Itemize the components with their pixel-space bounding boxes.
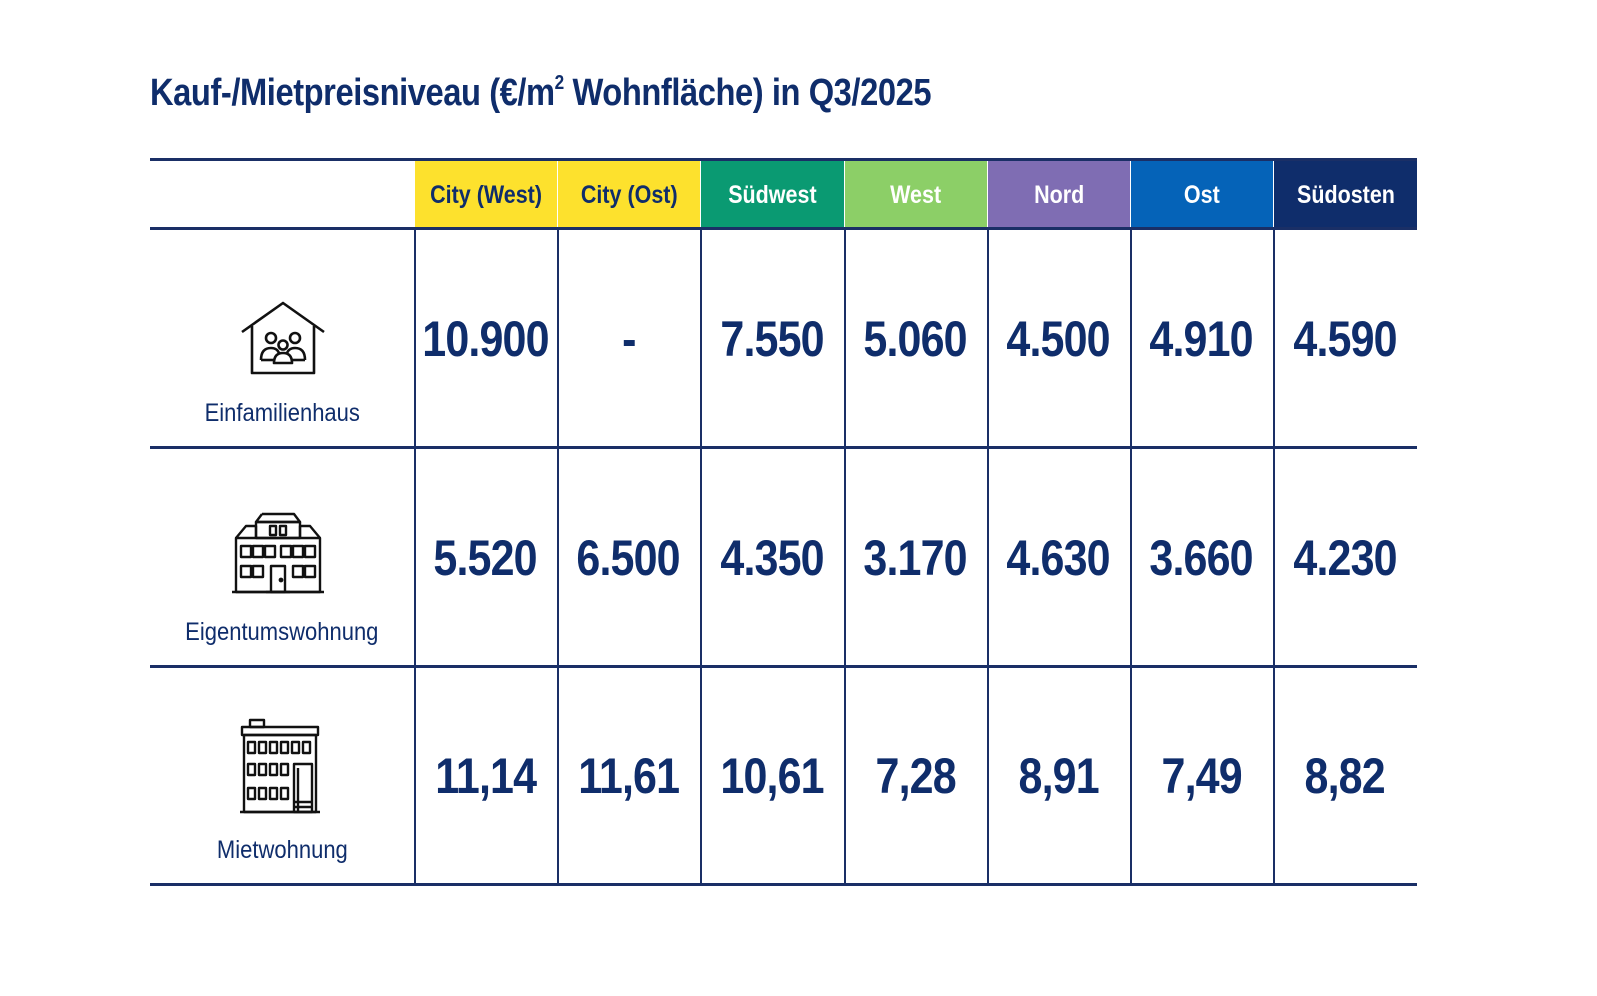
row-label: Eigentumswohnung xyxy=(150,618,414,647)
value-text: - xyxy=(621,311,636,367)
value-text: 3.660 xyxy=(1149,529,1254,586)
table-rule xyxy=(150,227,1417,230)
value-text: 4.500 xyxy=(1006,311,1111,367)
title-superscript: 2 xyxy=(554,72,565,95)
column-header-label: City (Ost) xyxy=(580,180,678,209)
value-cell: 11,61 xyxy=(557,668,700,884)
value-cell: - xyxy=(557,231,700,447)
value-cell: 3.660 xyxy=(1130,449,1273,666)
value-cell: 6.500 xyxy=(557,449,700,666)
column-divider xyxy=(700,229,702,884)
value-cell: 5.520 xyxy=(414,449,557,666)
column-header-7: Südosten xyxy=(1274,161,1417,229)
column-header-label: City (West) xyxy=(430,180,542,209)
value-cell: 10.900 xyxy=(414,231,557,447)
value-text: 4.350 xyxy=(720,529,824,586)
value-text: 4.230 xyxy=(1293,529,1397,586)
column-header-1: City (West) xyxy=(415,161,557,229)
value-cell: 10,61 xyxy=(700,668,844,884)
value-text: 10.900 xyxy=(422,311,549,367)
title-suffix: Wohnfläche) in Q3/2025 xyxy=(563,72,932,114)
value-text: 11,61 xyxy=(578,748,680,804)
column-divider xyxy=(987,229,989,884)
value-text: 7,49 xyxy=(1161,748,1242,804)
column-header-label: Ost xyxy=(1184,180,1220,209)
row-label-text: Einfamilienhaus xyxy=(204,399,360,427)
value-text: 4.590 xyxy=(1293,311,1397,367)
row-label: Mietwohnung xyxy=(150,836,414,865)
column-divider xyxy=(557,229,559,884)
price-table: City (West) City (Ost) Südwest West Nord Ost S… xyxy=(150,158,1417,886)
column-divider xyxy=(414,229,416,884)
value-cell: 4.630 xyxy=(987,449,1130,666)
title-prefix: Kauf-/Mietpreisniveau (€/m xyxy=(150,72,555,114)
table-rule xyxy=(150,883,1417,886)
value-cell: 7,49 xyxy=(1130,668,1273,884)
value-text: 8,82 xyxy=(1304,748,1386,804)
apartment-building-icon xyxy=(232,508,324,601)
column-divider xyxy=(1273,229,1275,884)
value-cell: 7,28 xyxy=(844,668,987,884)
column-header-6: Ost xyxy=(1131,161,1273,229)
row-label-text: Eigentumswohnung xyxy=(185,618,379,646)
value-text: 4.910 xyxy=(1149,311,1254,367)
value-text: 4.630 xyxy=(1006,529,1111,586)
table-rule xyxy=(150,158,1417,161)
column-divider xyxy=(844,229,846,884)
value-cell: 8,91 xyxy=(987,668,1130,884)
value-text: 7.550 xyxy=(720,311,824,367)
value-cell: 8,82 xyxy=(1273,668,1417,884)
column-header-5: Nord xyxy=(988,161,1130,229)
value-text: 3.170 xyxy=(863,529,968,586)
value-cell: 4.230 xyxy=(1273,449,1417,666)
value-cell: 11,14 xyxy=(414,668,557,884)
table-rule xyxy=(150,446,1417,449)
value-text: 6.500 xyxy=(576,529,681,586)
value-text: 5.060 xyxy=(863,311,968,367)
column-header-label: West xyxy=(890,180,942,209)
column-header-label: Nord xyxy=(1033,180,1085,209)
column-header-4: West xyxy=(845,161,987,229)
rental-building-icon xyxy=(238,718,322,821)
table-rule xyxy=(150,665,1417,668)
row-label: Einfamilienhaus xyxy=(150,399,414,428)
column-header-2: City (Ost) xyxy=(558,161,700,229)
value-cell: 3.170 xyxy=(844,449,987,666)
value-text: 10,61 xyxy=(720,748,824,804)
value-cell: 4.910 xyxy=(1130,231,1273,447)
value-cell: 5.060 xyxy=(844,231,987,447)
value-text: 11,14 xyxy=(435,748,537,804)
value-cell: 4.590 xyxy=(1273,231,1417,447)
column-header-3: Südwest xyxy=(701,161,844,229)
value-text: 5.520 xyxy=(433,529,538,586)
value-cell: 4.350 xyxy=(700,449,844,666)
column-header-label: Südwest xyxy=(728,180,817,209)
value-text: 7,28 xyxy=(875,748,956,804)
value-text: 8,91 xyxy=(1018,748,1099,804)
row-label-text: Mietwohnung xyxy=(216,836,348,864)
column-divider xyxy=(1130,229,1132,884)
page-title: Kauf-/Mietpreisniveau (€/m2 Wohnfläche) … xyxy=(150,72,931,115)
value-cell: 7.550 xyxy=(700,231,844,447)
column-header-label: Südosten xyxy=(1296,180,1395,209)
house-family-icon xyxy=(240,300,326,381)
value-cell: 4.500 xyxy=(987,231,1130,447)
